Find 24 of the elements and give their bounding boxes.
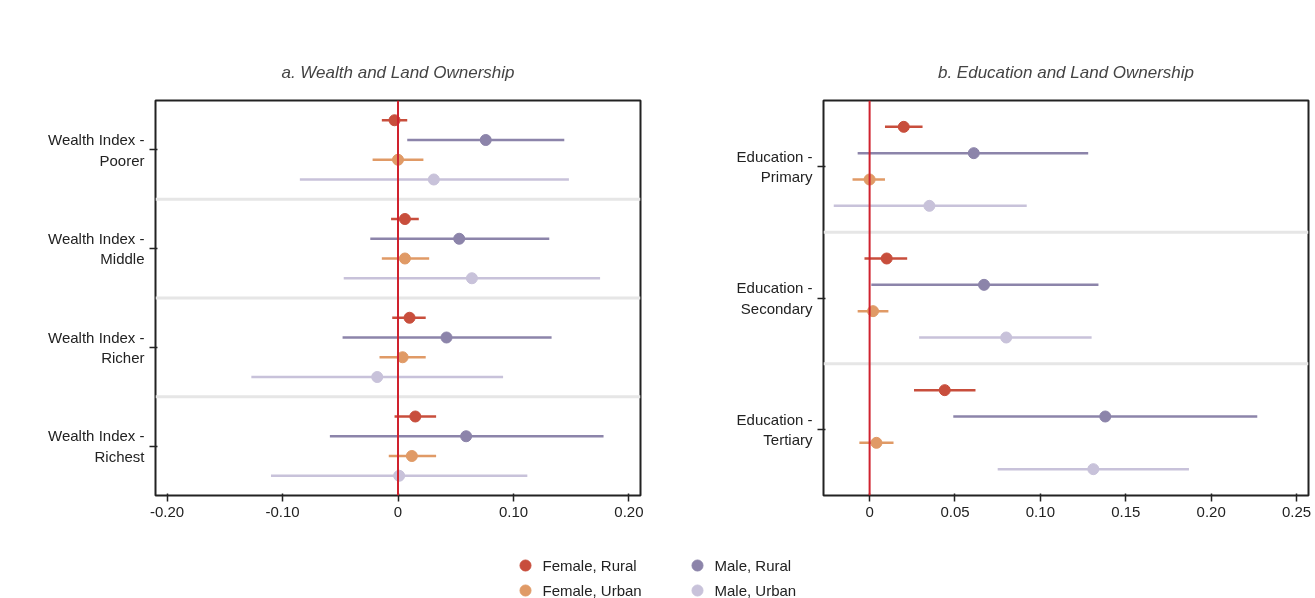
x-tick-label: -0.10 — [265, 502, 300, 520]
legend-label: Male, Urban — [714, 582, 797, 598]
x-tick-label: 0.15 — [1111, 502, 1141, 520]
x-tick-label: 0.25 — [1281, 502, 1312, 520]
x-tick-label: 0.20 — [614, 502, 644, 520]
x-tick-label: 0.05 — [940, 502, 970, 520]
y-tick-label: Wealth Index - Middle — [48, 229, 145, 268]
legend-label: Female, Urban — [542, 582, 642, 598]
y-tick-label: Education - Secondary — [736, 279, 813, 317]
x-tick-label: 0.20 — [1196, 502, 1226, 520]
y-tick-label: Wealth Index - Richest — [48, 427, 146, 465]
y-tick-label: Wealth Index - Richer — [48, 328, 145, 367]
legend-label: Male, Rural — [714, 557, 792, 574]
x-tick-label: 0.10 — [1025, 502, 1055, 520]
y-tick-label: Wealth Index - Poorer — [48, 131, 145, 169]
chart-title: b. Education and Land Ownership — [937, 62, 1195, 82]
x-tick-label: 0.10 — [498, 502, 529, 520]
y-tick-label: Education - Primary — [736, 147, 813, 186]
y-tick-label: Education - Tertiary — [736, 410, 813, 449]
x-tick-label: 0 — [393, 502, 403, 520]
x-tick-label: -0.20 — [149, 502, 185, 520]
x-tick-label: 0 — [865, 502, 874, 520]
chart-title: a. Wealth and Land Ownership — [281, 62, 515, 82]
legend-label: Female, Rural — [542, 557, 637, 574]
